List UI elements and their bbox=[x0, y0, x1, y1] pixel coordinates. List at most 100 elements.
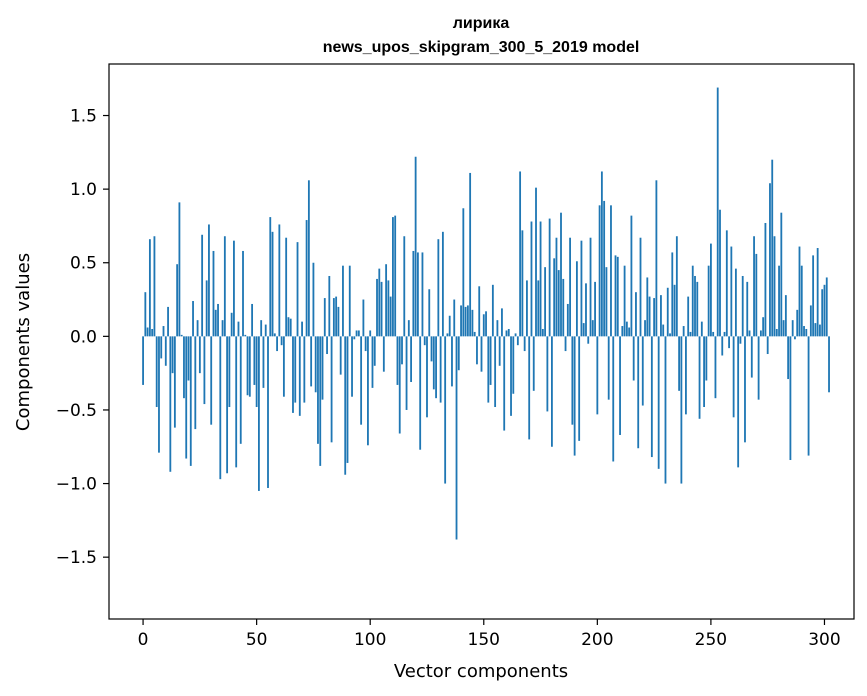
bar bbox=[292, 336, 294, 413]
y-tick-label: −0.5 bbox=[56, 401, 97, 421]
bar bbox=[741, 275, 744, 337]
bar bbox=[382, 336, 385, 372]
bar bbox=[407, 320, 410, 337]
bar bbox=[578, 336, 581, 441]
bar bbox=[264, 324, 267, 337]
bar bbox=[744, 336, 746, 443]
bar bbox=[239, 336, 242, 444]
y-axis-ticks: −1.5 −1.0 −0.5 0.0 0.5 1.0 1.5 bbox=[56, 107, 109, 568]
bar bbox=[544, 267, 547, 337]
bar bbox=[403, 236, 406, 337]
bar bbox=[167, 306, 169, 337]
bar bbox=[673, 284, 676, 337]
bar bbox=[573, 336, 576, 456]
bar bbox=[230, 312, 233, 337]
bar bbox=[757, 336, 760, 400]
bar bbox=[223, 236, 226, 337]
bar bbox=[769, 183, 771, 337]
bar bbox=[148, 239, 151, 337]
bar bbox=[335, 296, 338, 337]
bar bbox=[746, 281, 749, 337]
y-tick-label: −1.5 bbox=[56, 548, 97, 568]
bar bbox=[657, 336, 660, 469]
bar bbox=[228, 336, 231, 408]
bar bbox=[621, 326, 624, 337]
bar bbox=[251, 303, 254, 337]
bar bbox=[401, 336, 403, 365]
bar bbox=[566, 303, 569, 337]
bar bbox=[287, 317, 290, 337]
bar bbox=[180, 334, 183, 337]
bar bbox=[682, 326, 685, 337]
bar bbox=[669, 333, 671, 337]
bar bbox=[784, 295, 787, 337]
bar bbox=[523, 336, 526, 352]
bar bbox=[803, 326, 805, 337]
bar bbox=[551, 336, 553, 447]
bar bbox=[444, 336, 447, 484]
bar bbox=[519, 171, 522, 337]
bar bbox=[632, 336, 635, 381]
bar bbox=[812, 255, 815, 337]
bar bbox=[721, 336, 724, 356]
bar bbox=[791, 320, 794, 337]
bar bbox=[144, 292, 147, 337]
bar bbox=[448, 315, 451, 337]
bar bbox=[639, 237, 642, 337]
bar bbox=[273, 333, 276, 337]
bar bbox=[416, 252, 419, 337]
bar bbox=[164, 336, 167, 366]
bar bbox=[528, 336, 531, 440]
x-tick-label: 150 bbox=[468, 630, 500, 650]
bar bbox=[187, 336, 190, 381]
bar bbox=[233, 240, 235, 337]
bar bbox=[387, 280, 390, 337]
bar bbox=[214, 309, 217, 337]
bar bbox=[664, 336, 667, 484]
bar bbox=[798, 246, 801, 337]
bar bbox=[612, 336, 615, 462]
bar bbox=[248, 336, 251, 397]
bar bbox=[653, 298, 656, 337]
chart-title-line-2: news_upos_skipgram_300_5_2019 model bbox=[323, 39, 640, 56]
bar bbox=[630, 215, 633, 337]
bar bbox=[498, 336, 501, 366]
bar bbox=[421, 252, 424, 337]
bar bbox=[691, 265, 694, 337]
bar bbox=[339, 336, 342, 375]
bar bbox=[235, 336, 238, 468]
bar bbox=[732, 336, 735, 418]
bar bbox=[305, 220, 308, 337]
bar bbox=[146, 327, 149, 337]
bar bbox=[194, 336, 197, 430]
bar bbox=[789, 336, 792, 461]
bar bbox=[482, 314, 485, 337]
bar bbox=[237, 321, 240, 337]
bar bbox=[355, 330, 358, 337]
bar bbox=[816, 248, 819, 337]
bar bbox=[451, 336, 453, 387]
bar bbox=[462, 208, 465, 337]
bar bbox=[775, 328, 778, 337]
bar bbox=[428, 289, 431, 337]
bar bbox=[750, 336, 753, 378]
bar bbox=[255, 336, 258, 408]
bar bbox=[614, 255, 617, 337]
bar bbox=[537, 280, 540, 337]
bar bbox=[730, 246, 733, 337]
bar bbox=[526, 280, 528, 337]
bar bbox=[787, 336, 790, 380]
bar bbox=[487, 336, 490, 403]
bar bbox=[412, 250, 415, 337]
bar bbox=[317, 336, 319, 444]
bar bbox=[712, 331, 715, 337]
bar bbox=[680, 336, 683, 484]
bar bbox=[644, 320, 646, 337]
bar bbox=[694, 275, 696, 337]
bar bbox=[819, 324, 821, 337]
bar bbox=[755, 253, 758, 337]
bar bbox=[605, 267, 608, 337]
bar bbox=[437, 239, 440, 337]
bar bbox=[480, 336, 483, 372]
bar bbox=[771, 159, 774, 337]
